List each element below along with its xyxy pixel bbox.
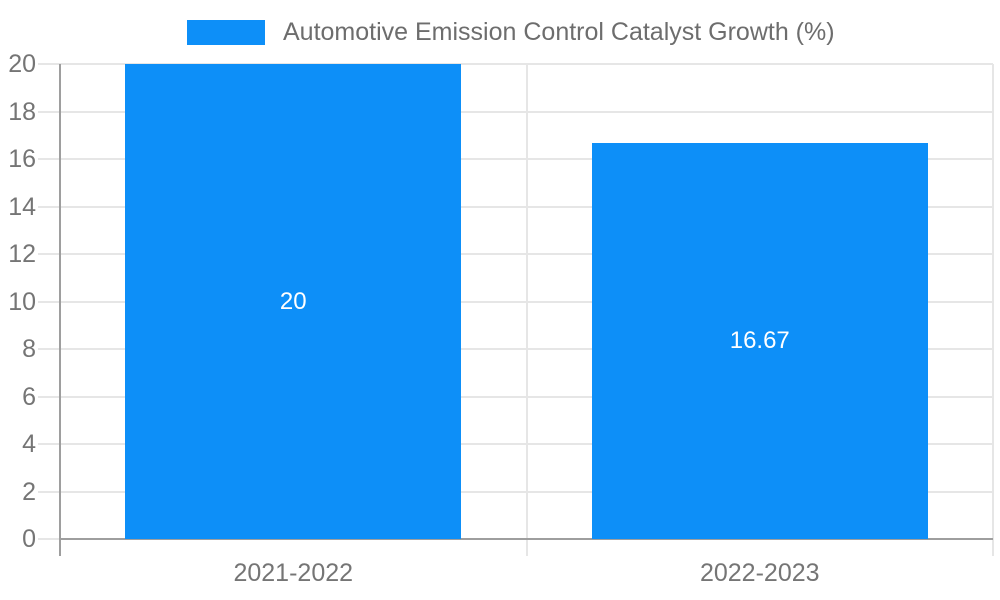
y-axis-line — [59, 64, 61, 556]
y-tick — [38, 205, 60, 208]
x-tick-label: 2021-2022 — [233, 559, 354, 587]
category-separator — [525, 64, 528, 556]
y-tick — [38, 110, 60, 113]
y-tick-label: 18 — [8, 97, 36, 126]
y-tick — [38, 443, 60, 445]
bar[interactable] — [591, 143, 928, 539]
bar-value-label: 16.67 — [729, 327, 790, 355]
y-tick-label: 2 — [22, 477, 36, 506]
y-tick-label: 6 — [22, 382, 36, 411]
y-tick — [38, 253, 60, 255]
y-tick-label: 4 — [22, 430, 36, 458]
y-tick — [38, 538, 60, 540]
y-tick-label: 10 — [8, 287, 36, 316]
y-tick-label: 20 — [8, 50, 36, 78]
legend-swatch — [187, 20, 265, 45]
bar[interactable] — [125, 64, 462, 539]
y-tick-label: 16 — [8, 145, 36, 173]
y-tick — [38, 158, 60, 160]
y-tick — [38, 395, 60, 398]
y-tick — [38, 348, 60, 350]
y-tick-label: 14 — [8, 192, 36, 221]
y-tick-label: 0 — [22, 525, 36, 553]
x-tick-label: 2022-2023 — [699, 559, 820, 587]
y-tick-label: 8 — [22, 335, 36, 363]
bar-value-label: 20 — [279, 287, 307, 315]
plot-right-border — [992, 64, 994, 556]
y-tick — [38, 63, 60, 65]
y-tick — [38, 300, 60, 303]
legend-label: Automotive Emission Control Catalyst Gro… — [283, 18, 835, 46]
x-axis-line — [60, 538, 993, 540]
y-tick-label: 12 — [8, 240, 36, 268]
y-tick — [38, 490, 60, 493]
